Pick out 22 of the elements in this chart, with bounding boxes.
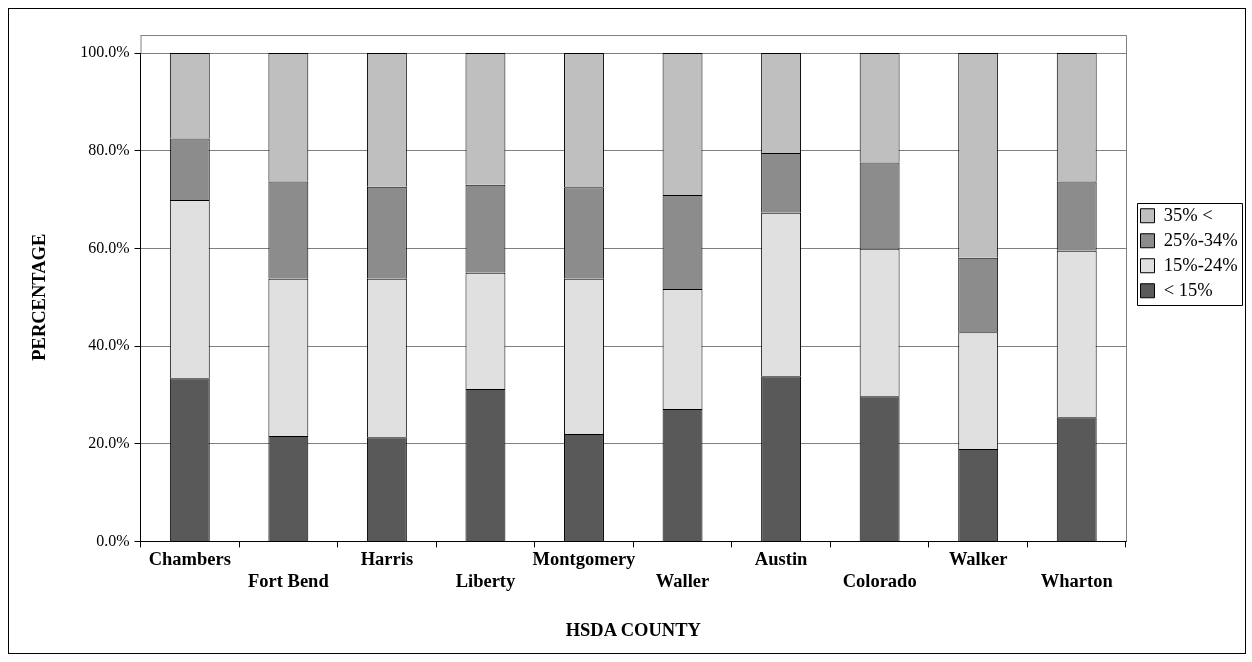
legend-label: 15%-24% [1163,254,1238,275]
legend-label: 35% < [1163,204,1213,225]
x-tick-label: Austin [754,549,809,570]
x-tick-label: Chambers [148,549,231,570]
y-tick-label: 80.0% [88,140,130,158]
y-tick-label: 100.0% [80,43,130,61]
x-tick-label: Montgomery [532,549,637,570]
x-tick-label: Waller [655,571,710,592]
x-tick-label: Fort Bend [248,571,330,592]
y-tick-label: 20.0% [88,433,130,451]
x-tick-label: Harris [360,549,414,570]
y-tick-label: 0.0% [96,531,130,549]
x-tick-label: Wharton [1040,571,1114,592]
legend-label: 25%-34% [1163,229,1238,250]
x-tick-label: Liberty [455,571,516,592]
legend-label: < 15% [1163,279,1213,300]
y-tick-label: 40.0% [88,336,130,354]
x-tick-label: Colorado [842,571,917,592]
y-axis-title: PERCENTAGE [28,233,49,361]
x-tick-label: Walker [948,549,1008,570]
x-axis-title: HSDA COUNTY [565,619,702,640]
y-tick-label: 60.0% [88,238,130,256]
